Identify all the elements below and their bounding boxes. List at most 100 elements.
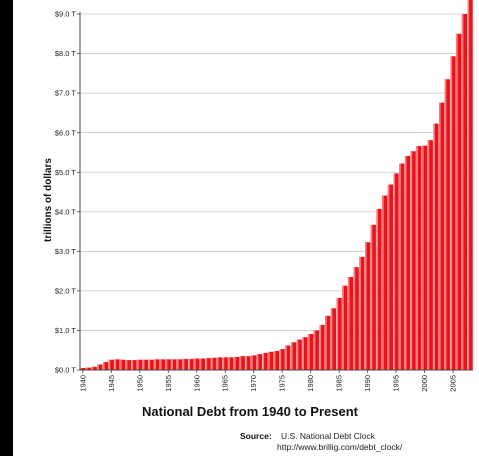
- y-tick-label: $3.0 T: [55, 247, 77, 256]
- bar: [228, 357, 234, 370]
- bar: [103, 362, 109, 370]
- bar-highlight: [387, 184, 390, 370]
- x-tick-label: 1995: [392, 375, 401, 392]
- bar-highlight: [347, 277, 350, 370]
- bar-highlight: [91, 366, 94, 370]
- bar-highlight: [319, 324, 322, 370]
- bar-highlight: [313, 330, 316, 370]
- bar-highlight: [439, 102, 441, 371]
- bar-highlight: [251, 355, 253, 370]
- bar-highlight: [188, 358, 191, 370]
- bar-highlight: [154, 359, 156, 370]
- bar-highlight: [103, 362, 105, 370]
- bar-highlight: [125, 360, 128, 370]
- source-label: Source:: [240, 431, 272, 441]
- bar: [421, 145, 428, 370]
- bar-highlight: [85, 367, 88, 370]
- bar: [376, 209, 382, 370]
- y-axis-label: trillions of dollars: [43, 158, 54, 242]
- bar: [154, 359, 160, 370]
- bar-highlight: [325, 315, 327, 370]
- bar: [131, 360, 137, 370]
- y-tick-label: $5.0 T: [55, 168, 77, 177]
- bar-highlight: [97, 364, 99, 370]
- bars: [80, 0, 473, 371]
- bar-highlight: [171, 359, 173, 370]
- bar: [290, 342, 297, 370]
- bar: [262, 352, 268, 370]
- x-tick-label: 1965: [221, 375, 230, 392]
- bar: [410, 151, 416, 370]
- bar-highlight: [228, 357, 230, 370]
- chart-title: National Debt from 1940 to Present: [142, 404, 359, 419]
- bar: [347, 277, 354, 370]
- bar-highlight: [433, 123, 435, 371]
- bar: [382, 195, 388, 370]
- bar: [387, 184, 394, 370]
- source-url: http://www.brillig.com/debt_clock/: [277, 442, 403, 452]
- y-tick-label: $2.0 T: [55, 286, 77, 295]
- bar: [239, 356, 245, 370]
- bar-highlight: [114, 359, 117, 370]
- bar-highlight: [159, 359, 162, 370]
- bar-highlight: [205, 358, 208, 370]
- x-tick-label: 1955: [164, 375, 173, 392]
- debt-chart: $0.0 T $1.0 T $2.0 T $3.0 T $4.0 T $5.0 T $6.0…: [43, 0, 473, 452]
- bar: [85, 367, 92, 370]
- bar-highlight: [245, 356, 248, 370]
- bar-highlight: [427, 140, 430, 370]
- x-tick-label: 2005: [449, 375, 458, 392]
- bar: [433, 123, 439, 371]
- bar: [273, 351, 280, 370]
- bar: [211, 357, 217, 370]
- bar-highlight: [296, 339, 299, 370]
- x-tick-labels: 1940 1945 1950 1955 1960 1965 1970 1975 1980 1985…: [78, 375, 457, 392]
- bar-highlight: [108, 359, 111, 370]
- bar: [319, 324, 325, 370]
- chart-panel: $0.0 T $1.0 T $2.0 T $3.0 T $4.0 T $5.0 T $6.0…: [13, 0, 479, 456]
- y-tick-labels: $0.0 T $1.0 T $2.0 T $3.0 T $4.0 T $5.0 T $6.0…: [55, 10, 77, 375]
- bar-highlight: [239, 356, 242, 370]
- bar-highlight: [342, 285, 344, 370]
- bar-highlight: [302, 337, 304, 370]
- y-tick-label: $0.0 T: [55, 366, 77, 375]
- bar: [177, 359, 183, 370]
- bar: [108, 359, 114, 370]
- bar-highlight: [399, 163, 401, 370]
- bar-highlight: [416, 146, 418, 370]
- bar-highlight: [444, 79, 447, 371]
- bar: [91, 366, 97, 370]
- bar-highlight: [382, 195, 384, 370]
- bar: [393, 173, 399, 370]
- bar: [188, 358, 194, 370]
- bar: [165, 359, 171, 370]
- bar-highlight: [222, 357, 225, 370]
- x-tick-label: 1940: [78, 375, 87, 392]
- bar-highlight: [148, 359, 151, 370]
- bar-highlight: [279, 349, 282, 370]
- y-tick-label: $9.0 T: [55, 10, 77, 19]
- bar: [359, 256, 365, 370]
- bar: [416, 146, 422, 370]
- bar: [97, 364, 103, 370]
- bar-highlight: [365, 242, 367, 370]
- bar: [404, 156, 411, 370]
- bar: [125, 360, 132, 370]
- x-tick-label: 1945: [107, 375, 116, 392]
- bar-highlight: [450, 56, 453, 371]
- bar-highlight: [194, 358, 196, 370]
- y-tick-label: $8.0 T: [55, 49, 77, 58]
- bar-highlight: [216, 357, 219, 370]
- bar: [159, 359, 166, 370]
- bar: [114, 359, 120, 370]
- bar-highlight: [199, 358, 202, 370]
- bar: [302, 337, 308, 370]
- x-tick-label: 1970: [249, 375, 258, 392]
- bar-highlight: [142, 359, 145, 370]
- bar: [171, 359, 177, 370]
- bar-highlight: [165, 359, 168, 370]
- bar-highlight: [336, 298, 339, 370]
- bar-highlight: [234, 356, 236, 370]
- bar: [285, 345, 291, 370]
- bar-highlight: [290, 342, 293, 370]
